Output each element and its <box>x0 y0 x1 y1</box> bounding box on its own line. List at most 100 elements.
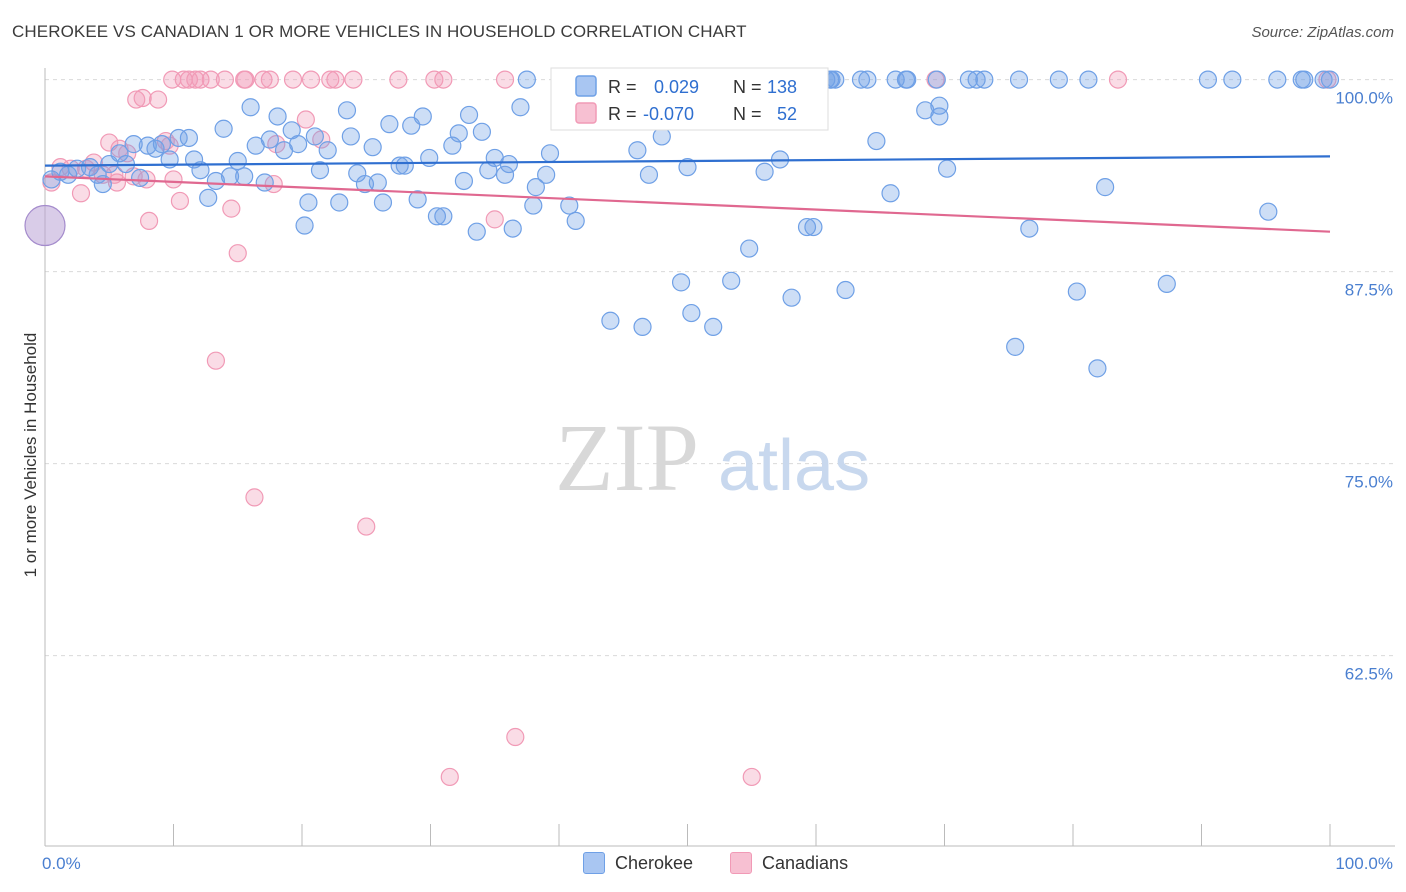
canadians-point-48 <box>485 210 504 229</box>
cherokee-point-127 <box>1320 70 1340 89</box>
cherokee-point-38 <box>318 141 337 160</box>
legend-r-label-2: R = <box>608 104 637 124</box>
cherokee-point-78 <box>633 317 652 336</box>
cherokee-point-121 <box>1157 274 1176 293</box>
legend-item-cherokee[interactable]: Cherokee <box>583 852 693 874</box>
cherokee-point-79 <box>639 165 659 184</box>
y-tick-label-2: 87.5% <box>1345 281 1393 300</box>
cherokee-point-26 <box>241 98 260 117</box>
legend-canadians-label: Canadians <box>762 852 849 873</box>
cherokee-point-128 <box>517 70 536 89</box>
canadians-point-50 <box>506 727 525 747</box>
canadians-point-38 <box>301 70 321 89</box>
y-tick-label-0: 62.5% <box>1345 665 1393 684</box>
cherokee-point-96 <box>797 217 817 237</box>
legend-item-canadians[interactable]: Canadians <box>730 852 848 874</box>
cherokee-point-4 <box>80 158 100 177</box>
stats-legend: R = 0.029 N = 138 R = -0.070 N = 52 <box>550 67 829 131</box>
cherokee-point-40 <box>337 101 357 120</box>
legend-n-label-1: N = <box>733 77 762 97</box>
cherokee-point-57 <box>449 124 468 143</box>
canadians-point-59 <box>201 70 220 89</box>
cherokee-point-58 <box>454 171 474 191</box>
legend-cherokee-label: Cherokee <box>615 852 694 873</box>
canadians-point-24 <box>186 70 205 89</box>
cherokee-point-8 <box>110 144 129 163</box>
canadians-point-58 <box>163 70 182 89</box>
cherokee-point-119 <box>1088 359 1107 378</box>
y-tick-label-1: 75.0% <box>1345 473 1393 492</box>
cherokee-point-14 <box>152 135 172 154</box>
legend-n-label-2: N = <box>733 104 762 124</box>
watermark-atlas: atlas <box>718 426 870 506</box>
y-axis-label: 1 or more Vehicles in Household <box>21 333 40 578</box>
cherokee-point-117 <box>1067 282 1086 301</box>
canadians-legend-swatch <box>575 102 597 124</box>
cherokee-point-49 <box>395 156 414 175</box>
cherokee-point-118 <box>1079 70 1098 89</box>
cherokee-legend-swatch <box>575 75 597 97</box>
cherokee-point-52 <box>413 107 432 126</box>
chart-source: Source: ZipAtlas.com <box>1251 24 1394 41</box>
cherokee-point-67 <box>511 98 530 117</box>
cherokee-point-29 <box>260 130 279 149</box>
cherokee-point-72 <box>560 196 579 215</box>
canadians-point-33 <box>254 70 273 89</box>
cherokee-point-16 <box>169 128 188 148</box>
x-tick-label-0: 0.0% <box>42 854 81 873</box>
cherokee-point-116 <box>1020 219 1039 238</box>
legend-r-label-1: R = <box>608 77 637 97</box>
cherokee-point-124 <box>1268 70 1287 89</box>
canadians-point-27 <box>215 70 234 89</box>
cherokee-point-60 <box>467 222 486 241</box>
cherokee-point-68 <box>526 178 545 197</box>
cherokee-point-101 <box>836 280 855 300</box>
cherokee-point-44 <box>363 138 382 157</box>
canadians-point-21 <box>170 191 190 211</box>
cherokee-point-24 <box>228 151 247 171</box>
canadians-point-43 <box>357 517 376 536</box>
grid-lines <box>45 79 1395 657</box>
cherokee-point-73 <box>566 211 585 231</box>
cherokee-point-103 <box>867 131 886 151</box>
cherokee-point-137 <box>967 70 986 89</box>
cherokee-point-75 <box>601 311 620 330</box>
canadians-point-52 <box>742 767 761 787</box>
canadians-point-25 <box>191 70 210 89</box>
cherokee-point-97 <box>804 217 823 237</box>
canadians-trend-line <box>44 175 1331 233</box>
y-tick-labels: 62.5% 75.0% 87.5% 100.0% <box>1335 89 1393 684</box>
cherokee-point-39 <box>330 193 349 212</box>
cherokee-point-59 <box>459 105 479 125</box>
cherokee-point-111 <box>937 159 957 178</box>
cherokee-point-122 <box>1198 70 1218 89</box>
cherokee-point-140 <box>1292 70 1311 89</box>
canadians-point-47 <box>440 767 459 787</box>
axes <box>44 68 1395 847</box>
cherokee-point-89 <box>722 271 741 290</box>
canadians-point-28 <box>222 199 241 218</box>
cherokee-point-120 <box>1096 178 1115 197</box>
canadians-point-49 <box>495 70 515 89</box>
cherokee-point-108 <box>927 70 946 89</box>
cherokee-point-22 <box>214 119 233 138</box>
cherokee-point-33 <box>289 135 308 154</box>
cherokee-point-138 <box>1049 70 1068 89</box>
cherokee-point-112 <box>959 70 979 89</box>
canadians-point-55 <box>1108 70 1128 89</box>
canadians-point-20 <box>164 170 183 189</box>
cherokee-point-84 <box>678 158 697 177</box>
cherokee-point-51 <box>408 190 427 209</box>
canadians-point-29 <box>228 244 247 263</box>
cherokee-point-36 <box>305 127 324 146</box>
cherokee-point-21 <box>206 171 226 191</box>
cherokee-point-102 <box>858 70 877 89</box>
cherokee-point-66 <box>503 219 522 238</box>
canadians-point-31 <box>236 70 255 89</box>
cherokee-point-144 <box>896 70 916 89</box>
cherokee-point-46 <box>373 193 393 212</box>
cherokee-point-69 <box>524 196 543 215</box>
cherokee-point-136 <box>851 70 871 89</box>
cherokee-point-71 <box>540 144 560 163</box>
